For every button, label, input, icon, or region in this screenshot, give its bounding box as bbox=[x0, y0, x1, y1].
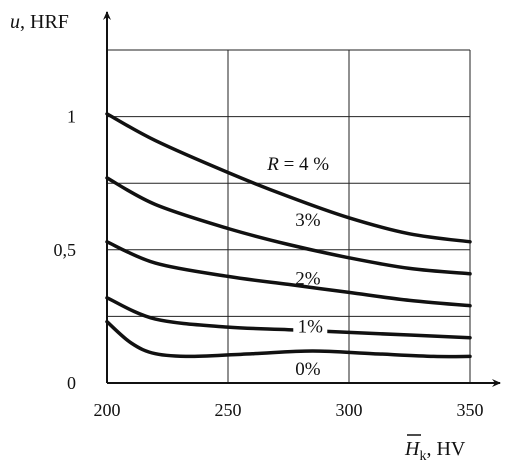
x-axis-label-var: H bbox=[404, 438, 421, 460]
grid bbox=[107, 49, 471, 383]
series-label: R = 4 % bbox=[266, 154, 329, 175]
series-label-bg bbox=[293, 317, 328, 337]
y-axis-label-var: u bbox=[10, 11, 20, 33]
x-tick-label: 300 bbox=[336, 400, 363, 420]
svg-text:Hk, HV: Hk, HV bbox=[404, 438, 466, 464]
series-line bbox=[105, 240, 472, 308]
series-line bbox=[105, 319, 472, 359]
x-axis-label-sub: k bbox=[419, 449, 426, 464]
y-tick-label: 1 bbox=[67, 107, 76, 127]
y-tick-labels: 00,51 bbox=[54, 107, 77, 393]
x-tick-label: 200 bbox=[94, 400, 121, 420]
series-line bbox=[105, 112, 472, 244]
series-label: 0% bbox=[295, 359, 321, 380]
series-label: 3% bbox=[295, 210, 321, 231]
x-axis-label: Hk, HV bbox=[404, 434, 466, 464]
series-layer bbox=[105, 112, 472, 359]
series-line bbox=[105, 296, 472, 340]
series-label: 2% bbox=[295, 268, 321, 289]
x-tick-label: 350 bbox=[457, 400, 484, 420]
y-tick-label: 0,5 bbox=[54, 240, 77, 260]
y-axis-label: u, HRF bbox=[10, 11, 69, 33]
y-axis-label-unit: , HRF bbox=[20, 11, 69, 33]
series-label: 1% bbox=[298, 316, 324, 337]
x-tick-labels: 200 250 300 350 bbox=[94, 400, 484, 420]
series-line bbox=[105, 176, 472, 276]
x-tick-label: 250 bbox=[215, 400, 242, 420]
x-axis-label-unit: , HV bbox=[426, 438, 465, 460]
series-labels: R = 4 % 3% 2% 1% 0% bbox=[266, 154, 329, 380]
y-tick-label: 0 bbox=[67, 373, 76, 393]
